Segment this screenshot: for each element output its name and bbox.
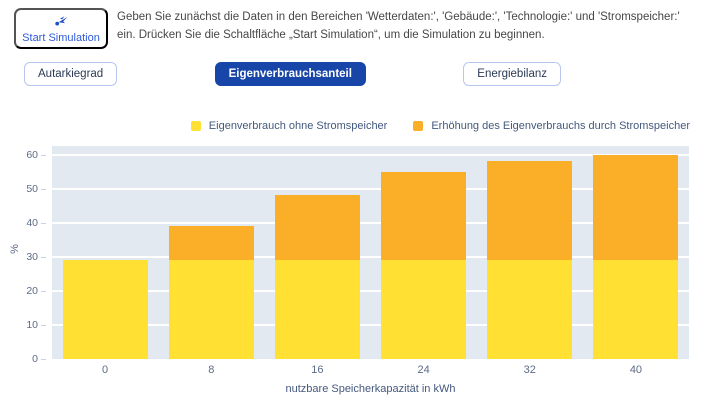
x-tick-label: 8 (208, 364, 215, 376)
stacked-bar-chart: % 0 10 20 30 40 50 60 0 8 16 24 32 40 nutzbare Spei… (0, 143, 728, 410)
y-tick-label: 10 (26, 318, 38, 331)
instruction-text: Geben Sie zunächst die Daten in den Bere… (117, 11, 680, 41)
y-tick-label: 40 (26, 216, 38, 229)
y-tick-mark (41, 324, 46, 326)
bars-container (52, 146, 689, 359)
chart-legend: Eigenverbrauch ohne Stromspeicher Erhöhun… (0, 120, 690, 132)
bar-8-kwh (168, 226, 254, 359)
bar-segment (487, 161, 573, 261)
bar-segment (62, 260, 148, 359)
y-tick-label: 50 (26, 182, 38, 195)
gridline (52, 289, 689, 292)
tab-autarkiegrad[interactable]: Autarkiegrad (24, 62, 118, 86)
bar-segment (381, 171, 467, 261)
x-tick-label: 32 (523, 364, 536, 376)
bar-slot (158, 146, 264, 359)
bar-16-kwh (274, 195, 360, 359)
y-tick-label: 60 (26, 148, 38, 161)
bar-segment (274, 195, 360, 261)
bar-slot (371, 146, 477, 359)
legend-label: Eigenverbrauch ohne Stromspeicher (208, 120, 388, 132)
gridline (52, 221, 689, 224)
y-tick-mark (41, 290, 46, 292)
y-tick-mark (41, 359, 46, 360)
x-tick-label: 16 (311, 364, 324, 376)
legend-item[interactable]: Erhöhung des Eigenverbrauchs durch Strom… (413, 120, 690, 132)
bar-slot (52, 146, 158, 359)
legend-swatch (190, 121, 201, 131)
y-tick-label: 20 (26, 284, 38, 297)
y-tick-mark (41, 256, 46, 258)
bar-segment (274, 260, 360, 359)
tab-eigenverbrauchsanteil[interactable]: Eigenverbrauchsanteil (214, 62, 366, 86)
gridline (52, 153, 689, 156)
x-tick-label: 40 (629, 364, 643, 376)
x-axis-title: nutzbare Speicherkapazität in kWh (285, 383, 456, 395)
bar-segment (593, 260, 679, 359)
bar-32-kwh (487, 161, 573, 359)
run-icon (54, 14, 69, 30)
y-tick-label: 0 (32, 353, 38, 365)
legend-label: Erhöhung des Eigenverbrauchs durch Strom… (431, 120, 690, 132)
start-simulation-label: Start Simulation (22, 31, 100, 44)
gridline (52, 323, 689, 326)
bar-40-kwh (593, 154, 679, 359)
bar-slot (477, 146, 583, 359)
bar-24-kwh (381, 171, 467, 359)
y-tick-mark (41, 188, 46, 190)
bar-segment (487, 260, 573, 359)
gridline (52, 255, 689, 258)
bar-segment (168, 260, 254, 359)
gridline (52, 187, 689, 190)
chart-tabs: Autarkiegrad Eigenverbrauchsanteil Energ… (24, 62, 561, 86)
bar-segment (381, 260, 467, 359)
y-axis: 0 10 20 30 40 50 60 (6, 146, 46, 365)
tab-energiebilanz[interactable]: Energiebilanz (463, 62, 561, 86)
bar-segment (168, 226, 254, 261)
y-tick-mark (41, 154, 46, 156)
legend-swatch (413, 121, 424, 131)
start-simulation-button[interactable]: Start Simulation (14, 8, 108, 49)
bar-slot (264, 146, 370, 359)
legend-item[interactable]: Eigenverbrauch ohne Stromspeicher (190, 120, 388, 132)
plot-area (52, 146, 689, 359)
bar-segment (593, 154, 679, 261)
x-axis-labels: 0 8 16 24 32 40 (52, 364, 689, 376)
bar-slot (583, 146, 689, 359)
x-tick-label: 24 (417, 364, 430, 376)
y-tick-label: 30 (26, 250, 38, 263)
y-tick-mark (41, 222, 46, 224)
x-tick-label: 0 (102, 364, 109, 376)
bar-0-kwh (62, 260, 148, 359)
